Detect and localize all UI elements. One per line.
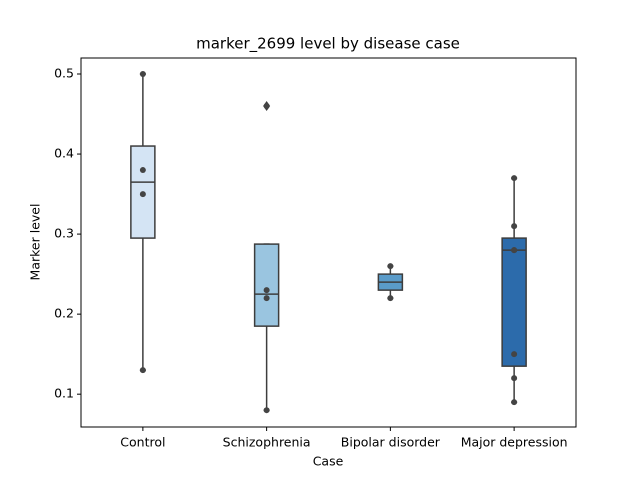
point — [511, 247, 518, 254]
chart-title: marker_2699 level by disease case — [196, 35, 460, 54]
x-tick-label: Bipolar disorder — [341, 435, 441, 450]
point — [139, 71, 146, 78]
x-tick-label: Control — [120, 435, 165, 450]
y-tick-label: 0.5 — [54, 66, 74, 81]
y-tick-label: 0.3 — [54, 226, 74, 241]
x-tick-label: Major depression — [461, 435, 568, 450]
point — [511, 175, 518, 182]
point — [263, 295, 270, 302]
box — [501, 237, 527, 367]
point — [263, 103, 270, 110]
y-tick-label: 0.1 — [54, 386, 74, 401]
x-axis-label: Case — [313, 454, 344, 469]
y-tick-label: 0.4 — [54, 146, 74, 161]
point — [139, 167, 146, 174]
point — [511, 351, 518, 358]
point — [511, 223, 518, 230]
point — [511, 399, 518, 406]
point — [263, 287, 270, 294]
point — [139, 191, 146, 198]
point — [263, 407, 270, 414]
point — [139, 367, 146, 374]
point — [511, 375, 518, 382]
y-tick-label: 0.2 — [54, 306, 74, 321]
point — [387, 263, 394, 270]
x-tick-label: Schizophrenia — [223, 435, 311, 450]
point — [387, 295, 394, 302]
box — [253, 243, 280, 327]
y-axis-label: Marker level — [28, 204, 43, 281]
plot-frame — [80, 57, 577, 428]
